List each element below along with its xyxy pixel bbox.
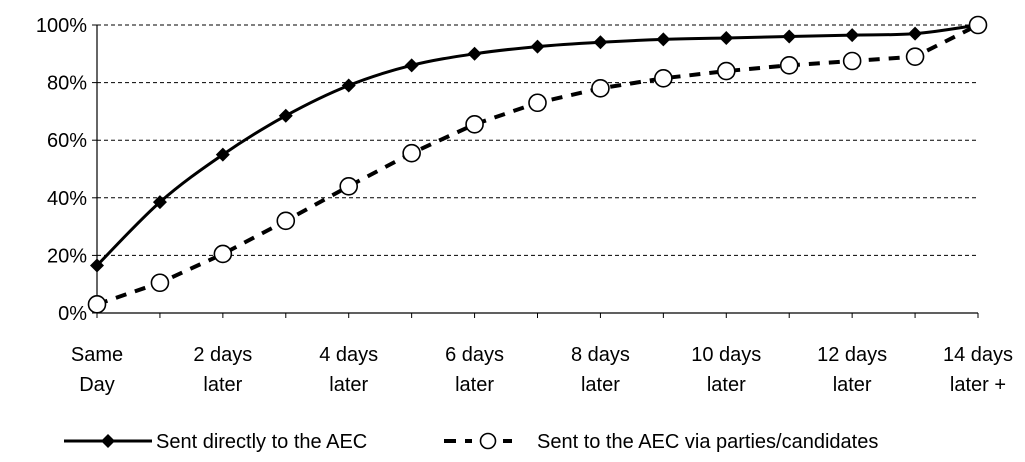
- x-tick-label: later: [203, 374, 242, 396]
- series-2-point: [779, 56, 799, 75]
- series-1-point: [341, 78, 356, 93]
- series-2-point: [150, 273, 170, 293]
- x-tick-label: 12 days: [817, 344, 887, 366]
- y-axis-ticks: 0% 20% 40% 60% 80% 100%: [36, 15, 97, 325]
- y-tick-label: 100%: [36, 15, 87, 37]
- y-tick-label: 80%: [47, 73, 87, 95]
- series-1-point: [719, 30, 734, 45]
- series-2-point: [968, 15, 988, 35]
- series-layer: [87, 15, 988, 314]
- series-1-point: [215, 147, 230, 162]
- x-tick-label: 2 days: [193, 344, 252, 366]
- series-2-point: [402, 143, 421, 163]
- series-2-point: [87, 295, 107, 314]
- series-1-point: [90, 258, 104, 273]
- series-2-point: [905, 47, 925, 66]
- x-tick-label: Same: [71, 344, 123, 366]
- x-tick-label: later: [833, 374, 872, 396]
- series-2-point: [276, 211, 296, 231]
- x-tick-label: later: [329, 374, 368, 396]
- y-tick-label: 20%: [47, 245, 87, 267]
- x-tick-label: 4 days: [319, 344, 378, 366]
- series-1-point: [782, 29, 797, 44]
- x-tick-label: 8 days: [571, 344, 630, 366]
- series-1-point: [152, 195, 167, 210]
- x-tick-label: later: [455, 374, 494, 396]
- x-tick-label: later: [707, 374, 746, 396]
- series-1-point: [278, 108, 293, 123]
- series-2-point: [213, 244, 233, 264]
- series-2-point: [654, 68, 673, 88]
- x-tick-label: later +: [950, 374, 1006, 396]
- x-tick-label: 14 days: [943, 344, 1013, 366]
- legend-marker-circle: [479, 432, 497, 450]
- series-1-point: [467, 46, 482, 61]
- series-2-point: [842, 51, 862, 71]
- y-tick-label: 0%: [58, 303, 87, 325]
- series-2-point: [339, 176, 359, 196]
- series-1-point: [656, 32, 671, 47]
- series-1-point: [908, 26, 923, 41]
- series-2-point: [591, 79, 610, 98]
- x-axis-ticks: Same Day 2 days later 4 days later 6 days later…: [71, 313, 1013, 396]
- legend-label-2: Sent to the AEC via parties/candidates: [537, 431, 878, 453]
- series-2-point: [528, 93, 547, 113]
- legend-marker-diamond: [101, 434, 115, 448]
- x-tick-label: later: [581, 374, 620, 396]
- series-2-point: [465, 115, 484, 134]
- y-tick-label: 40%: [47, 188, 87, 210]
- x-tick-label: 6 days: [445, 344, 504, 366]
- series-2-point: [716, 61, 736, 81]
- series-1-point: [593, 35, 608, 50]
- x-tick-label: Day: [79, 374, 115, 396]
- axes: [96, 25, 978, 314]
- series-1-point: [530, 39, 545, 54]
- legend: Sent directly to the AEC Sent to the AEC …: [64, 431, 878, 453]
- series-1-point: [404, 58, 419, 73]
- x-tick-label: 10 days: [691, 344, 761, 366]
- legend-label-1: Sent directly to the AEC: [156, 431, 367, 453]
- y-tick-label: 60%: [47, 130, 87, 152]
- series-1-point: [845, 28, 860, 43]
